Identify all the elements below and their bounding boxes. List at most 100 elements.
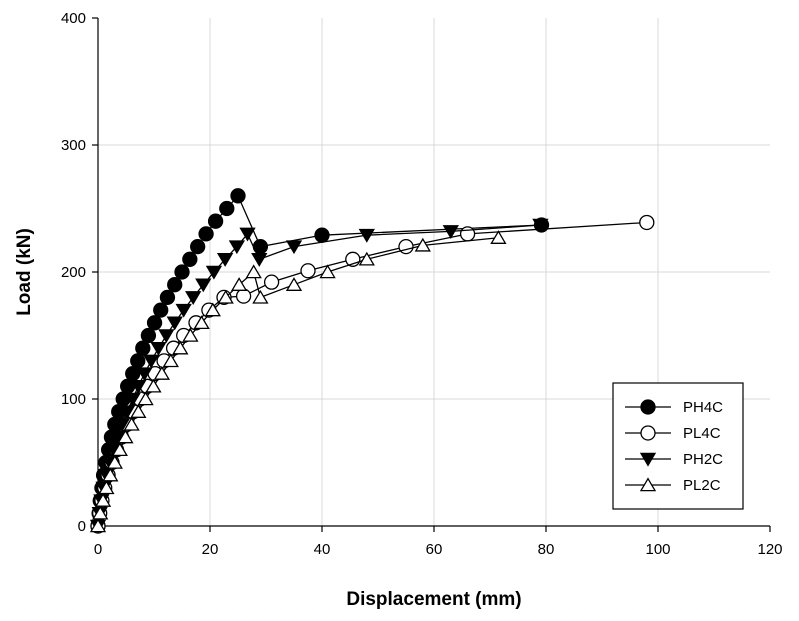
data-point-pl2c: [130, 404, 147, 418]
data-point-ph2c: [532, 218, 549, 233]
data-point-pl2c: [193, 315, 210, 330]
data-point-ph2c: [118, 405, 136, 420]
data-point-ph2c: [185, 291, 202, 305]
data-point-pl2c: [230, 277, 248, 291]
data-point-pl4c: [639, 214, 655, 231]
data-point-ph4c: [198, 226, 214, 242]
data-point-ph4c: [167, 277, 183, 293]
data-point-ph2c: [166, 316, 183, 331]
legend-marker-ph4c: [640, 399, 656, 415]
data-point-pl2c: [89, 518, 107, 533]
y-tick-label: 0: [78, 518, 86, 535]
data-point-pl2c: [94, 493, 112, 507]
legend-item-ph4c: PH4C: [625, 399, 723, 416]
y-axis-title: Load (kN): [14, 228, 35, 316]
data-point-ph4c: [230, 188, 246, 204]
data-point-ph2c: [158, 329, 175, 344]
data-point-pl2c: [92, 505, 109, 520]
data-point-pl4c: [235, 288, 252, 304]
data-point-ph4c: [190, 238, 206, 255]
data-point-ph4c: [130, 353, 146, 369]
data-point-pl2c: [123, 416, 140, 431]
data-point-pl4c: [263, 274, 280, 290]
legend-label: PL2C: [683, 477, 721, 494]
data-point-ph2c: [251, 253, 268, 267]
data-point-pl2c: [153, 366, 170, 380]
data-point-ph2c: [228, 240, 246, 255]
legend-label: PH4C: [683, 399, 723, 416]
data-point-ph4c: [182, 251, 198, 267]
legend-label: PH2C: [683, 451, 723, 468]
legend-marker-ph2c: [639, 452, 657, 467]
data-point-ph2c: [205, 265, 223, 280]
data-point-ph4c: [159, 289, 176, 306]
legend-item-pl4c: PL4C: [625, 425, 721, 442]
x-tick-label: 20: [202, 541, 219, 558]
data-point-pl2c: [137, 391, 154, 406]
y-tick-label: 200: [61, 264, 86, 281]
data-point-pl4c: [300, 263, 316, 279]
series-line-pl2c: [97, 237, 499, 527]
data-point-ph2c: [442, 225, 459, 239]
data-point-pl2c: [358, 251, 375, 266]
axes: [92, 17, 771, 532]
data-point-pl2c: [204, 302, 221, 317]
x-tick-label: 80: [538, 541, 555, 558]
legend-marker-pl4c: [640, 425, 656, 441]
x-axis-title: Displacement (mm): [346, 589, 521, 610]
data-point-pl4c: [459, 226, 476, 242]
data-point-ph2c: [216, 253, 234, 267]
data-point-ph4c: [174, 264, 190, 280]
y-tick-labels: 0 100 200 300 400: [61, 10, 86, 535]
data-point-ph4c: [207, 213, 224, 229]
data-point-pl2c: [117, 429, 134, 444]
data-point-ph2c: [124, 392, 141, 407]
x-tick-labels: 0 20 40 60 80 100 120: [94, 541, 783, 558]
data-point-pl4c: [398, 238, 414, 255]
data-point-ph4c: [219, 200, 235, 217]
data-point-pl2c: [182, 327, 199, 342]
legend-marker-pl2c: [639, 477, 657, 492]
data-point-pl2c: [414, 237, 431, 252]
series-pl2c: [89, 230, 507, 533]
data-point-pl2c: [162, 353, 179, 368]
data-point-pl2c: [102, 467, 119, 482]
x-tick-label: 40: [314, 541, 331, 558]
data-point-pl2c: [111, 442, 128, 457]
data-point-pl2c: [285, 277, 303, 291]
legend: PH4C PL4C PH2C PL2C: [612, 382, 744, 510]
data-point-pl2c: [319, 264, 336, 279]
data-point-ph4c: [146, 315, 163, 331]
data-point-ph4c: [135, 340, 151, 356]
series-group: [89, 188, 655, 534]
data-point-ph4c: [314, 227, 330, 243]
data-point-ph2c: [358, 228, 375, 243]
y-tick-label: 100: [61, 391, 86, 408]
data-point-pl2c: [145, 378, 162, 393]
y-tick-label: 300: [61, 137, 86, 154]
x-tick-label: 0: [94, 541, 102, 558]
x-tick-label: 100: [645, 541, 670, 558]
data-point-pl2c: [490, 230, 507, 244]
y-tick-label: 400: [61, 10, 86, 27]
data-point-ph2c: [195, 278, 212, 293]
legend-label: PL4C: [683, 425, 721, 442]
data-point-pl2c: [252, 289, 269, 304]
data-point-ph4c: [140, 327, 157, 344]
data-point-ph2c: [239, 227, 256, 242]
data-point-ph2c: [143, 354, 160, 369]
data-point-pl2c: [106, 454, 123, 469]
x-tick-label: 60: [426, 541, 443, 558]
data-point-ph2c: [175, 303, 192, 318]
data-point-ph2c: [136, 367, 153, 382]
data-point-ph2c: [150, 341, 167, 356]
data-point-pl2c: [172, 340, 189, 355]
data-point-pl2c: [245, 264, 262, 279]
legend-box: [612, 382, 744, 510]
data-point-pl2c: [98, 480, 115, 495]
data-point-pl2c: [217, 289, 234, 304]
data-point-ph2c: [130, 380, 147, 394]
data-point-ph4c: [153, 302, 169, 318]
legend-item-pl2c: PL2C: [625, 477, 721, 494]
